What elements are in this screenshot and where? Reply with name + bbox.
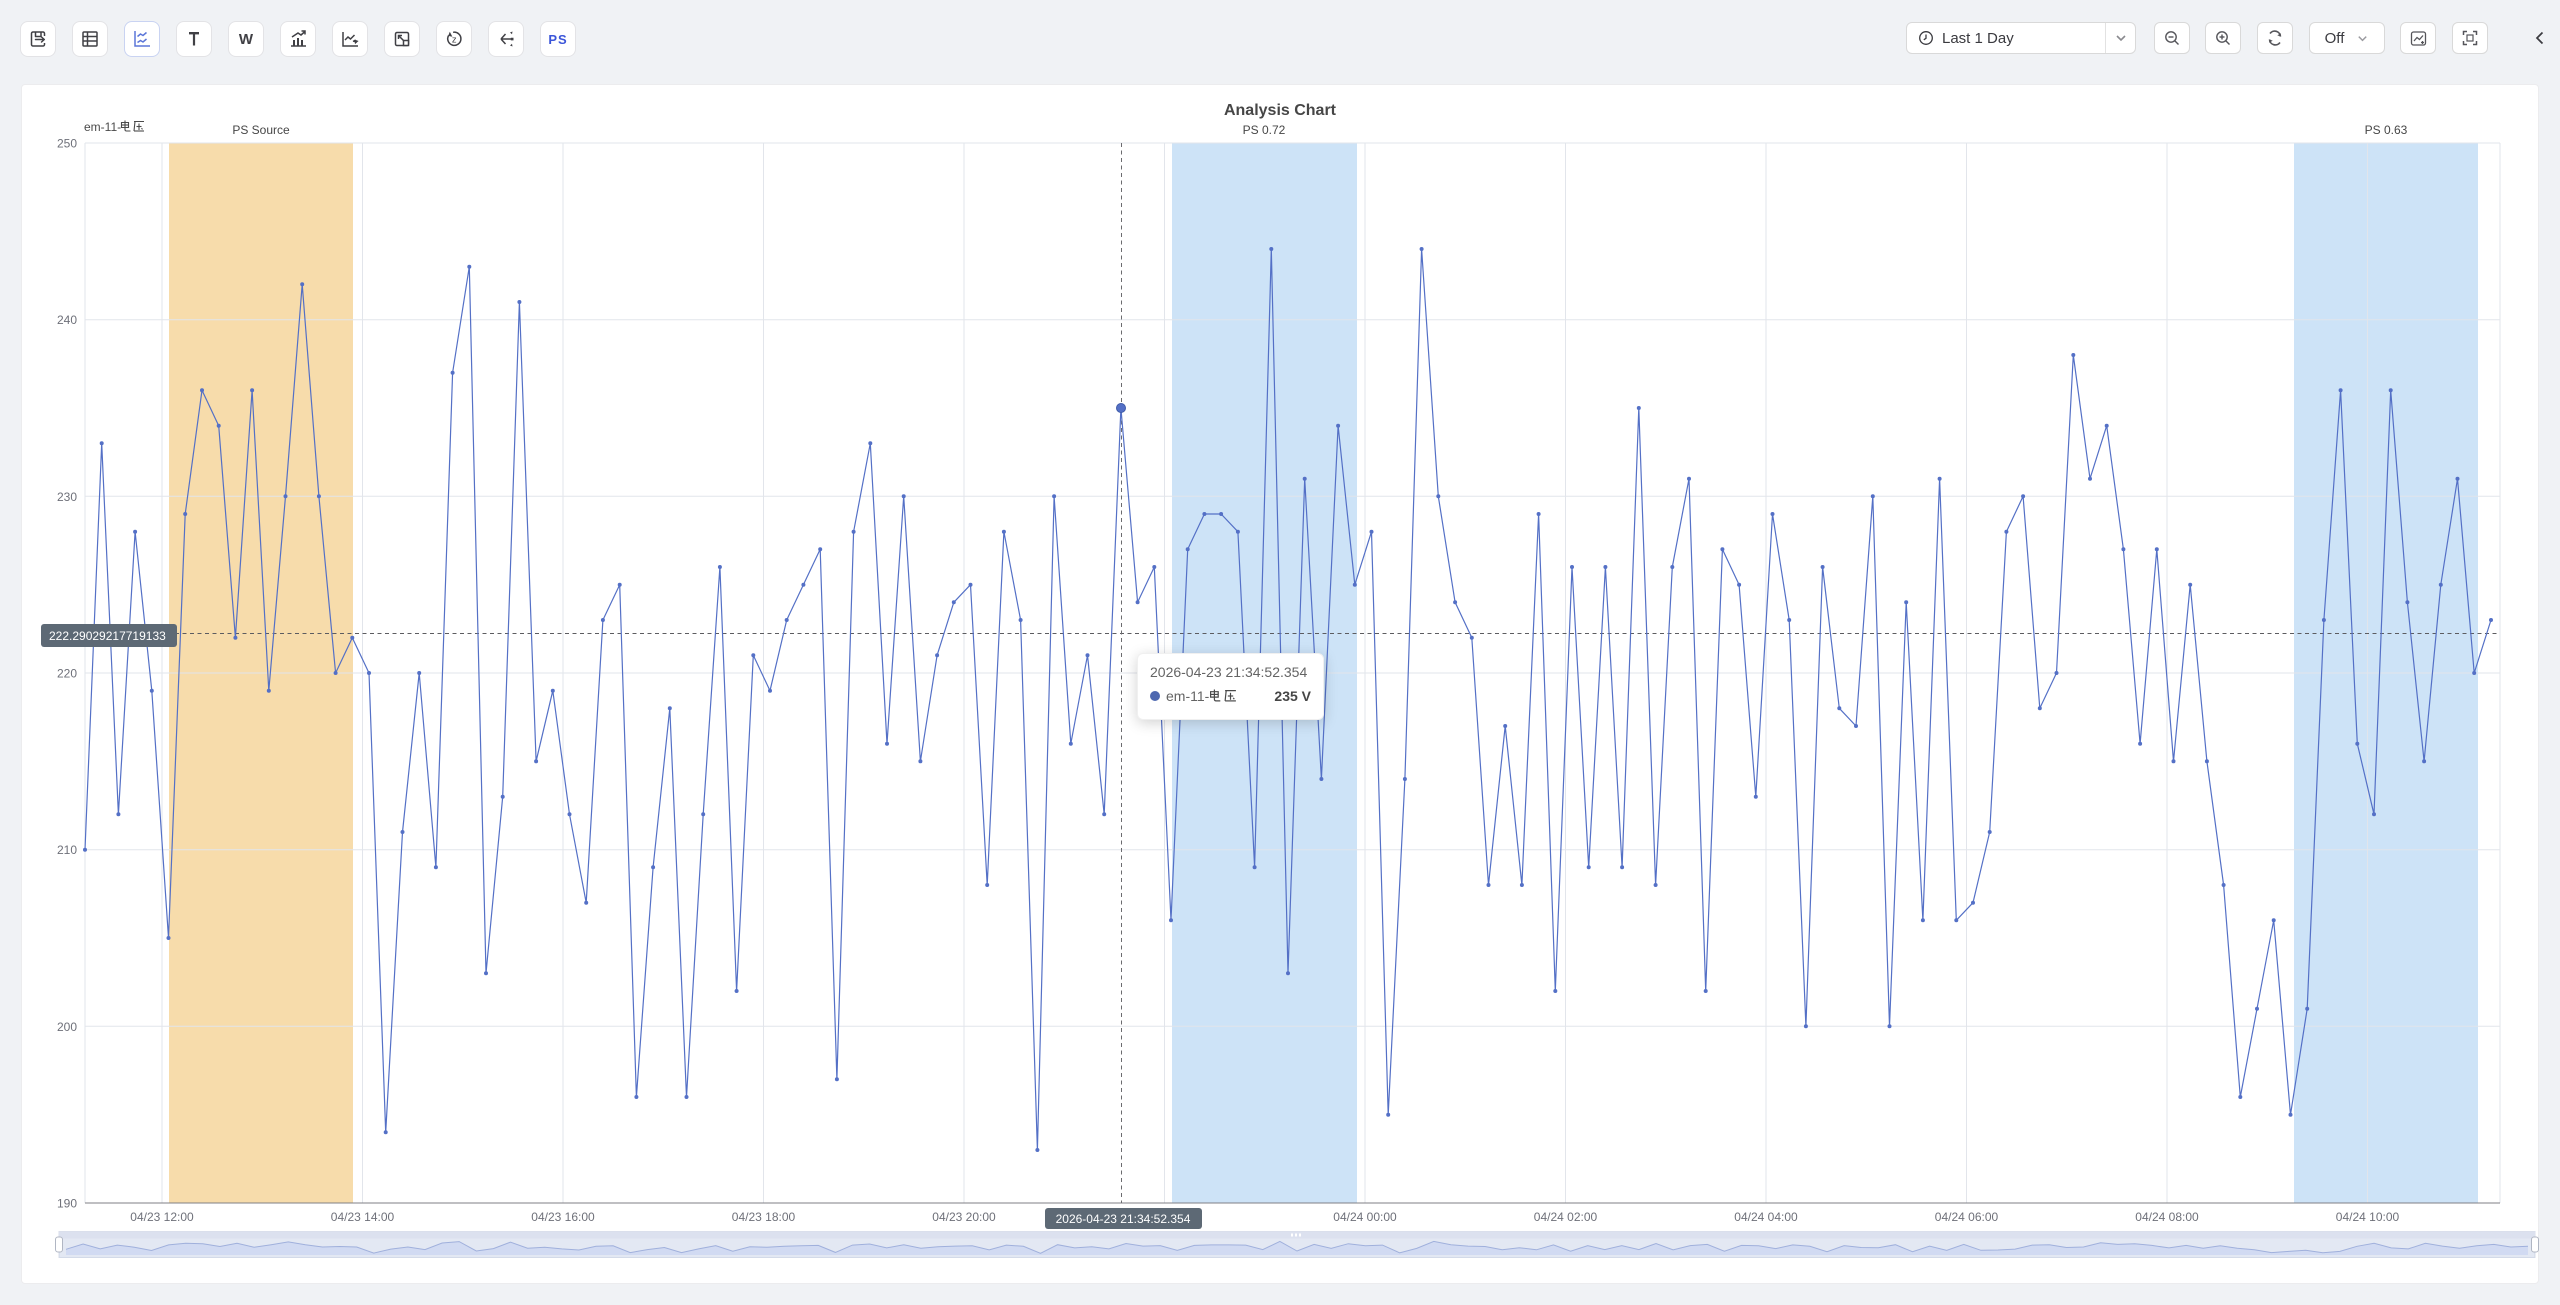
svg-text:04/23 12:00: 04/23 12:00 — [130, 1210, 194, 1224]
svg-text:04/23 16:00: 04/23 16:00 — [531, 1210, 595, 1224]
svg-text:em-11-: em-11- — [84, 120, 121, 134]
svg-text:PS: PS — [548, 32, 567, 47]
svg-text:04/24 00:00: 04/24 00:00 — [1333, 1210, 1397, 1224]
svg-text:250: 250 — [57, 137, 77, 151]
svg-text:200: 200 — [57, 1020, 77, 1034]
svg-text:222.29029217719133: 222.29029217719133 — [49, 629, 166, 643]
svg-text:04/24 10:00: 04/24 10:00 — [2336, 1210, 2400, 1224]
svg-text:04/23 18:00: 04/23 18:00 — [732, 1210, 796, 1224]
svg-text:240: 240 — [57, 313, 77, 327]
svg-text:PS 0.63: PS 0.63 — [2365, 123, 2408, 137]
svg-text:04/24 04:00: 04/24 04:00 — [1734, 1210, 1798, 1224]
svg-text:210: 210 — [57, 843, 77, 857]
svg-text:PS 0.72: PS 0.72 — [1243, 123, 1286, 137]
svg-text:04/24 08:00: 04/24 08:00 — [2135, 1210, 2199, 1224]
svg-text:190: 190 — [57, 1197, 77, 1211]
svg-text:2026-04-23 21:34:52.354: 2026-04-23 21:34:52.354 — [1056, 1212, 1191, 1226]
svg-text:W: W — [239, 31, 254, 48]
svg-text:Analysis Chart: Analysis Chart — [1224, 102, 1337, 119]
svg-text:220: 220 — [57, 667, 77, 681]
svg-text:04/24 02:00: 04/24 02:00 — [1534, 1210, 1598, 1224]
svg-text:04/23 14:00: 04/23 14:00 — [331, 1210, 395, 1224]
svg-text:z: z — [452, 35, 457, 46]
svg-text:230: 230 — [57, 490, 77, 504]
svg-text:PS Source: PS Source — [232, 123, 290, 137]
svg-text:04/24 06:00: 04/24 06:00 — [1935, 1210, 1999, 1224]
svg-text:04/23 20:00: 04/23 20:00 — [932, 1210, 996, 1224]
